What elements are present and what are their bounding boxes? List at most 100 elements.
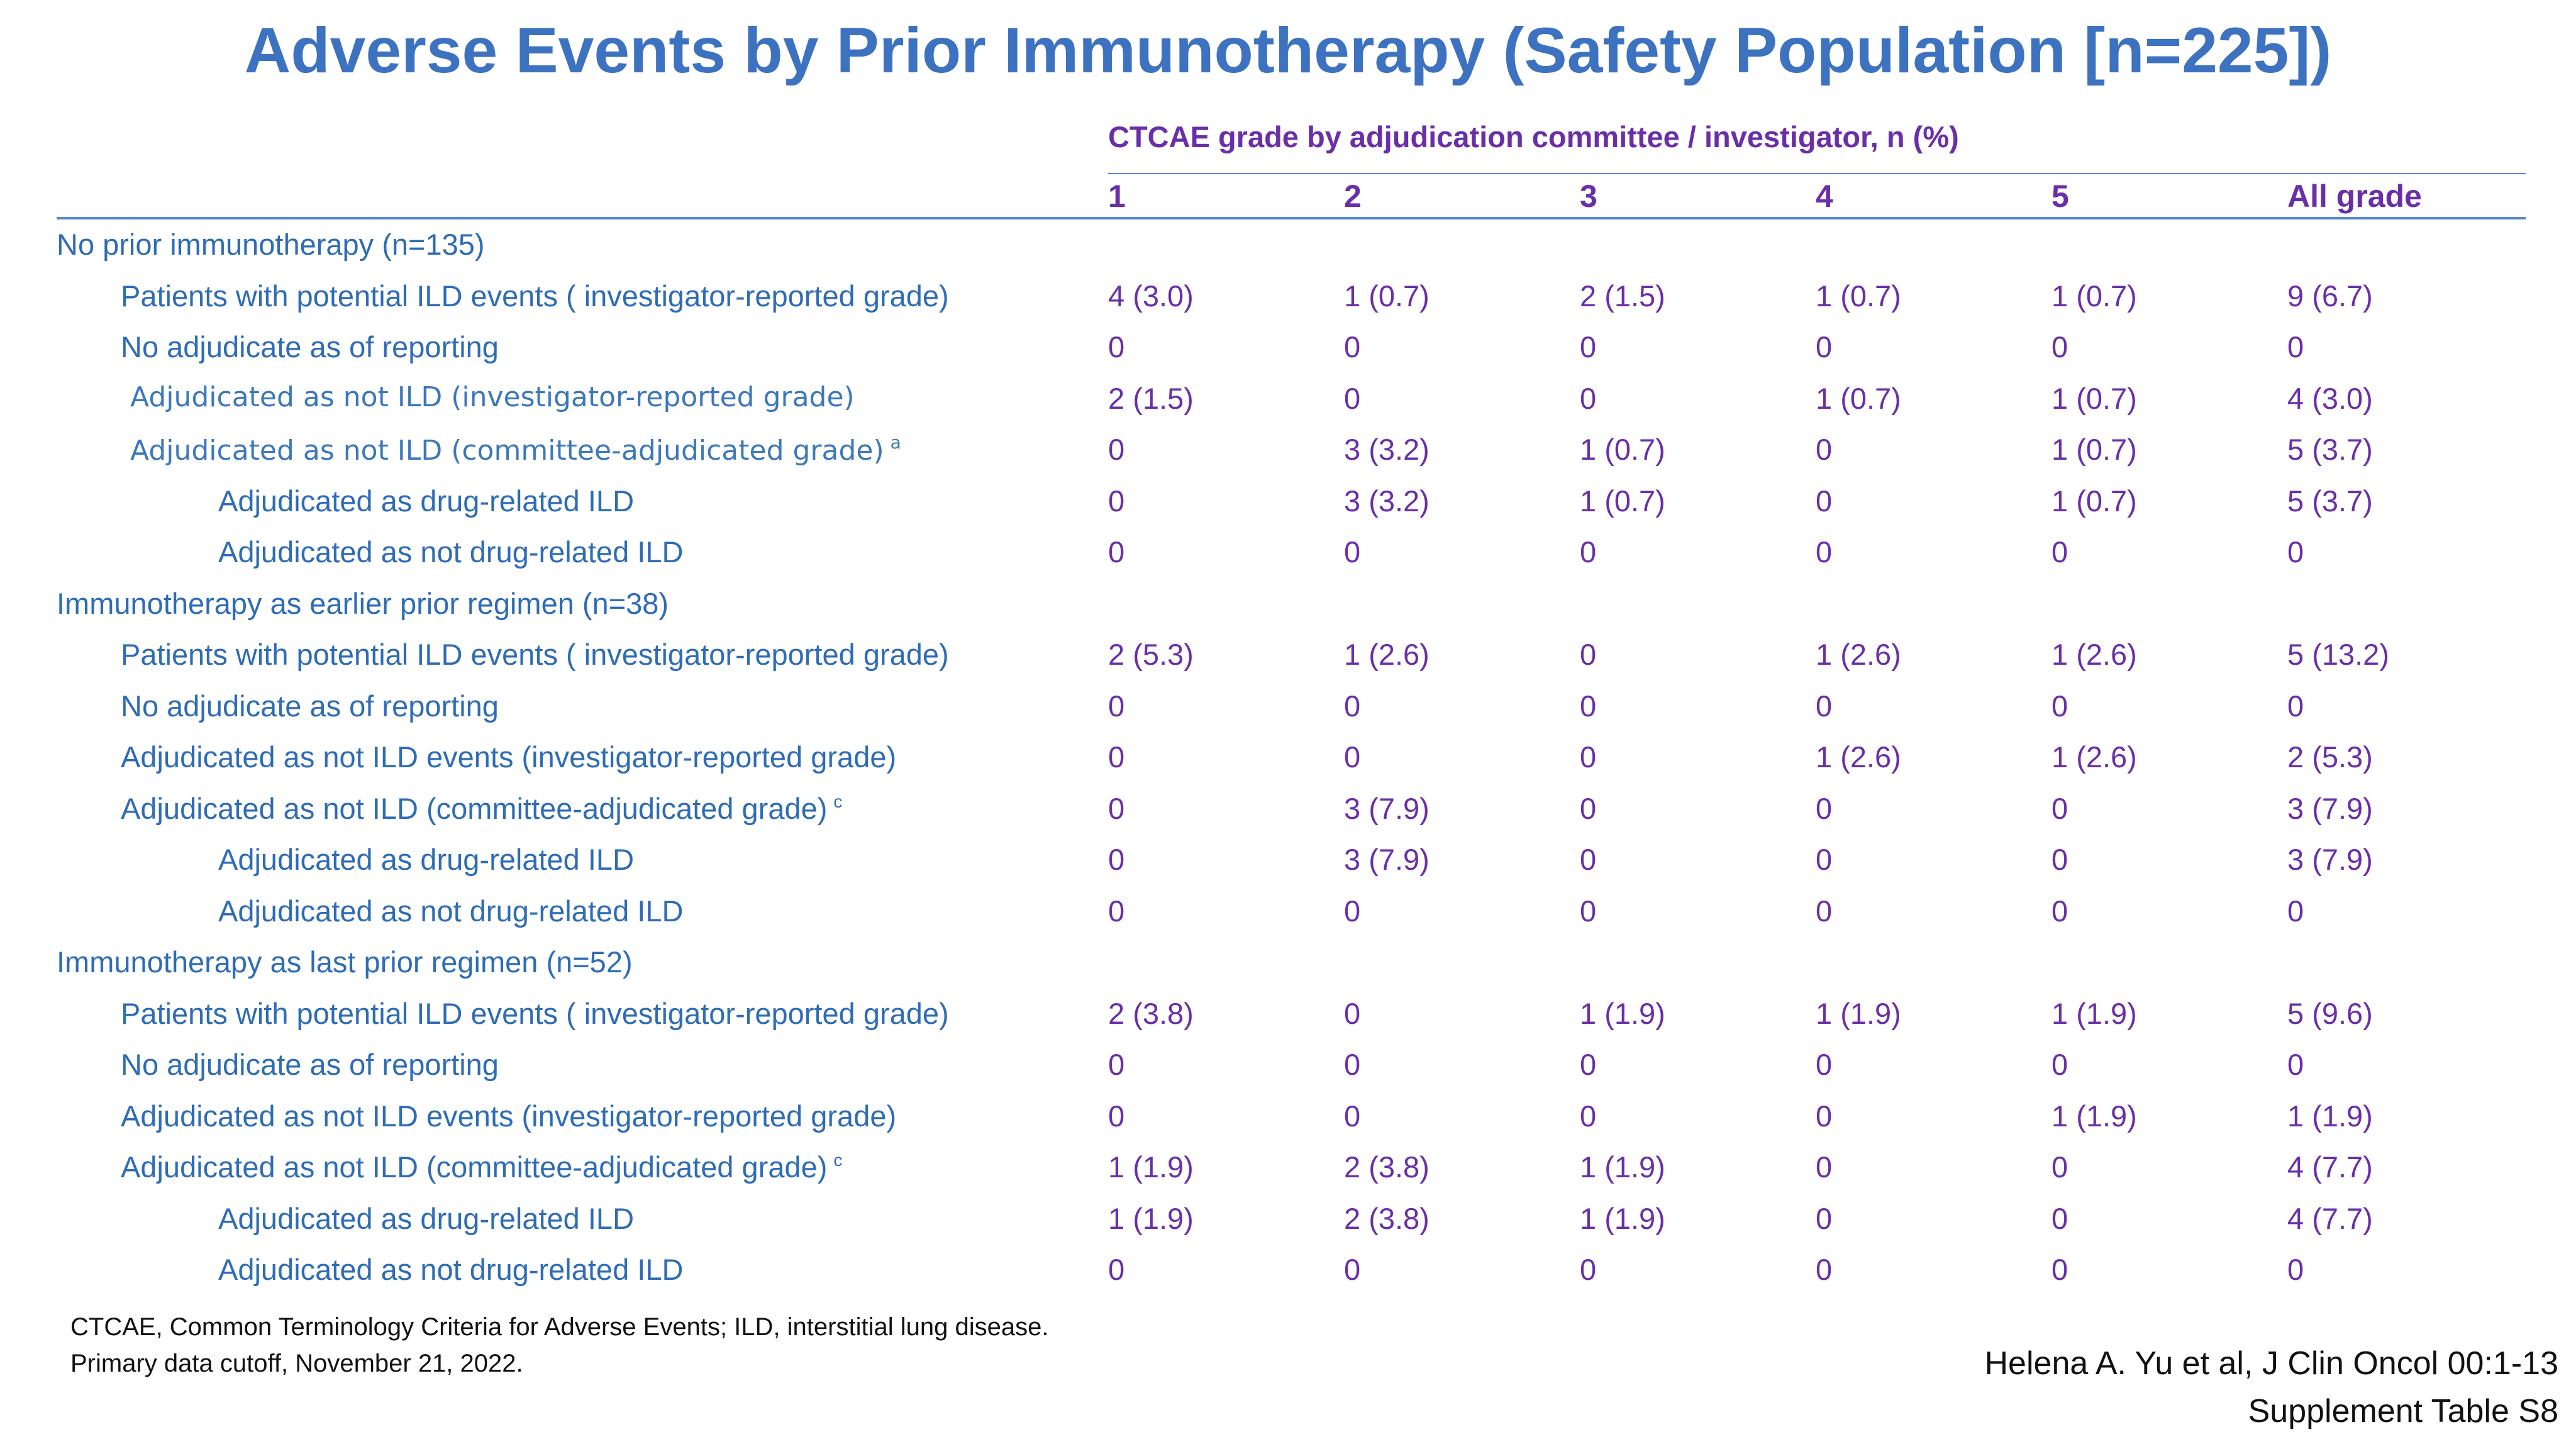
row-label: Patients with potential ILD events ( inv… [121, 279, 949, 313]
grade-group-header: CTCAE grade by adjudication committee / … [1108, 120, 1959, 153]
table-cell: 0 [1344, 996, 1361, 1030]
table-cell: 0 [1816, 1048, 1833, 1081]
row-label-text: No prior immunotherapy (n=135) [57, 228, 485, 261]
row-label: Adjudicated as not drug-related ILD [218, 535, 683, 569]
footnote-marker: a [890, 432, 901, 453]
row-label-text: Patients with potential ILD events ( inv… [121, 279, 949, 313]
table-cell: 1 (1.9) [2287, 1099, 2373, 1133]
page-title: Adverse Events by Prior Immunotherapy (S… [244, 14, 2332, 86]
table-row: Adjudicated as not ILD events (investiga… [0, 1094, 2576, 1144]
table-cell: 0 [2051, 535, 2068, 569]
table-cell: 0 [2051, 1048, 2068, 1081]
table-cell: 4 (3.0) [2287, 381, 2373, 415]
table-cell: 9 (6.7) [2287, 279, 2373, 313]
table-cell: 1 (1.9) [1816, 996, 1901, 1030]
table-cell: 0 [1816, 894, 1833, 928]
table-row: Adjudicated as not ILD (investigator-rep… [0, 376, 2576, 426]
table-cell: 0 [1108, 1253, 1125, 1286]
header-divider-bottom [57, 217, 2526, 219]
table-cell: 5 (3.7) [2287, 433, 2373, 466]
table-cell: 0 [1108, 535, 1125, 569]
row-label: No adjudicate as of reporting [121, 689, 499, 723]
row-label-text: Adjudicated as not ILD events (investiga… [121, 1099, 897, 1133]
table-cell: 0 [1108, 740, 1125, 774]
table-row: Adjudicated as not ILD (committee-adjudi… [0, 786, 2576, 836]
row-label: Adjudicated as not ILD (investigator-rep… [130, 381, 855, 413]
table-cell: 1 (1.9) [1580, 1150, 1665, 1184]
row-label: No adjudicate as of reporting [121, 1047, 499, 1082]
table-cell: 2 (1.5) [1108, 381, 1194, 415]
table-cell: 4 (7.7) [2287, 1201, 2373, 1235]
table-cell: 0 [1816, 1253, 1833, 1286]
citation-reference: Helena A. Yu et al, J Clin Oncol 00:1-13 [1984, 1345, 2559, 1382]
table-cell: 0 [2287, 689, 2304, 723]
column-header-grade-3: 3 [1580, 179, 1597, 214]
table-cell: 3 (7.9) [2287, 843, 2373, 876]
table-cell: 0 [1108, 330, 1125, 364]
table-row: Adjudicated as drug-related ILD 1 (1.9) 2 … [0, 1196, 2576, 1246]
table-cell: 0 [1580, 535, 1597, 569]
table-cell: 0 [2287, 1253, 2304, 1286]
table-cell: 0 [1108, 791, 1125, 825]
table-cell: 0 [2051, 791, 2068, 825]
table-cell: 0 [1816, 1201, 1833, 1235]
table-cell: 0 [1344, 330, 1361, 364]
table-cell: 1 (2.6) [1816, 638, 1901, 671]
table-cell: 0 [2051, 1201, 2068, 1235]
table-cell: 0 [1344, 1099, 1361, 1133]
row-label-text: Adjudicated as not ILD (committee-adjudi… [130, 435, 884, 467]
table-cell: 0 [1580, 894, 1597, 928]
table-cell: 0 [1580, 1253, 1597, 1286]
row-label: Adjudicated as not ILD (committee-adjudi… [121, 791, 842, 826]
table-cell: 0 [1108, 1048, 1125, 1081]
header-divider-top [1108, 173, 2526, 174]
column-header-grade-1: 1 [1108, 179, 1126, 214]
table-cell: 0 [1816, 433, 1833, 466]
table-cell: 0 [1344, 894, 1361, 928]
table-cell: 0 [2287, 1048, 2304, 1081]
table-cell: 1 (0.7) [1580, 484, 1665, 518]
table-cell: 0 [1580, 740, 1597, 774]
table-cell: 1 (2.6) [2051, 638, 2137, 671]
row-label: Adjudicated as drug-related ILD [218, 1201, 634, 1236]
table-cell: 0 [2051, 1150, 2068, 1184]
row-label-text: Adjudicated as not drug-related ILD [218, 1253, 684, 1286]
table-row: No adjudicate as of reporting 0 0 0 0 0 0 [0, 325, 2576, 375]
table-cell: 1 (2.6) [1816, 740, 1901, 774]
table-cell: 1 (0.7) [2051, 484, 2137, 518]
table-row: Patients with potential ILD events ( inv… [0, 274, 2576, 324]
table-cell: 1 (1.9) [1580, 1201, 1665, 1235]
table-cell: 0 [1816, 1150, 1833, 1184]
row-label-text: Adjudicated as not ILD (committee-adjudi… [121, 1150, 828, 1184]
row-label: Patients with potential ILD events ( inv… [121, 996, 949, 1031]
table-cell: 4 (7.7) [2287, 1150, 2373, 1184]
table-cell: 0 [1816, 484, 1833, 518]
table-cell: 1 (2.6) [2051, 740, 2137, 774]
section-label: No prior immunotherapy (n=135) [57, 227, 485, 262]
table-cell: 0 [1816, 843, 1833, 876]
table-row: Adjudicated as drug-related ILD 0 3 (7.9) 0… [0, 837, 2576, 887]
table-cell: 1 (0.7) [2051, 381, 2137, 415]
table-row: Adjudicated as not ILD (committee-adjudi… [0, 427, 2576, 477]
table-cell: 1 (0.7) [1344, 279, 1430, 313]
table-cell: 0 [1108, 894, 1125, 928]
row-label-text: Adjudicated as drug-related ILD [218, 1201, 635, 1235]
table-cell: 0 [2287, 330, 2304, 364]
table-cell: 5 (9.6) [2287, 996, 2373, 1030]
table-cell: 0 [1344, 535, 1361, 569]
table-cell: 0 [1344, 689, 1361, 723]
row-label-text: No adjudicate as of reporting [121, 330, 499, 364]
table-cell: 3 (7.9) [1344, 791, 1430, 825]
row-label: Adjudicated as not ILD events (investiga… [121, 740, 896, 774]
table-cell: 0 [1108, 689, 1125, 723]
table-cell: 0 [1580, 843, 1597, 876]
footnote-marker: c [833, 791, 843, 811]
table-cell: 2 (5.3) [1108, 638, 1194, 671]
table-cell: 1 (1.9) [1108, 1150, 1194, 1184]
table-row: Patients with potential ILD events ( inv… [0, 991, 2576, 1041]
table-cell: 2 (3.8) [1344, 1150, 1430, 1184]
section-label: Immunotherapy as last prior regimen (n=5… [57, 945, 633, 979]
table-cell: 2 (1.5) [1580, 279, 1665, 313]
table-cell: 0 [2051, 689, 2068, 723]
table-cell: 1 (1.9) [2051, 996, 2137, 1030]
